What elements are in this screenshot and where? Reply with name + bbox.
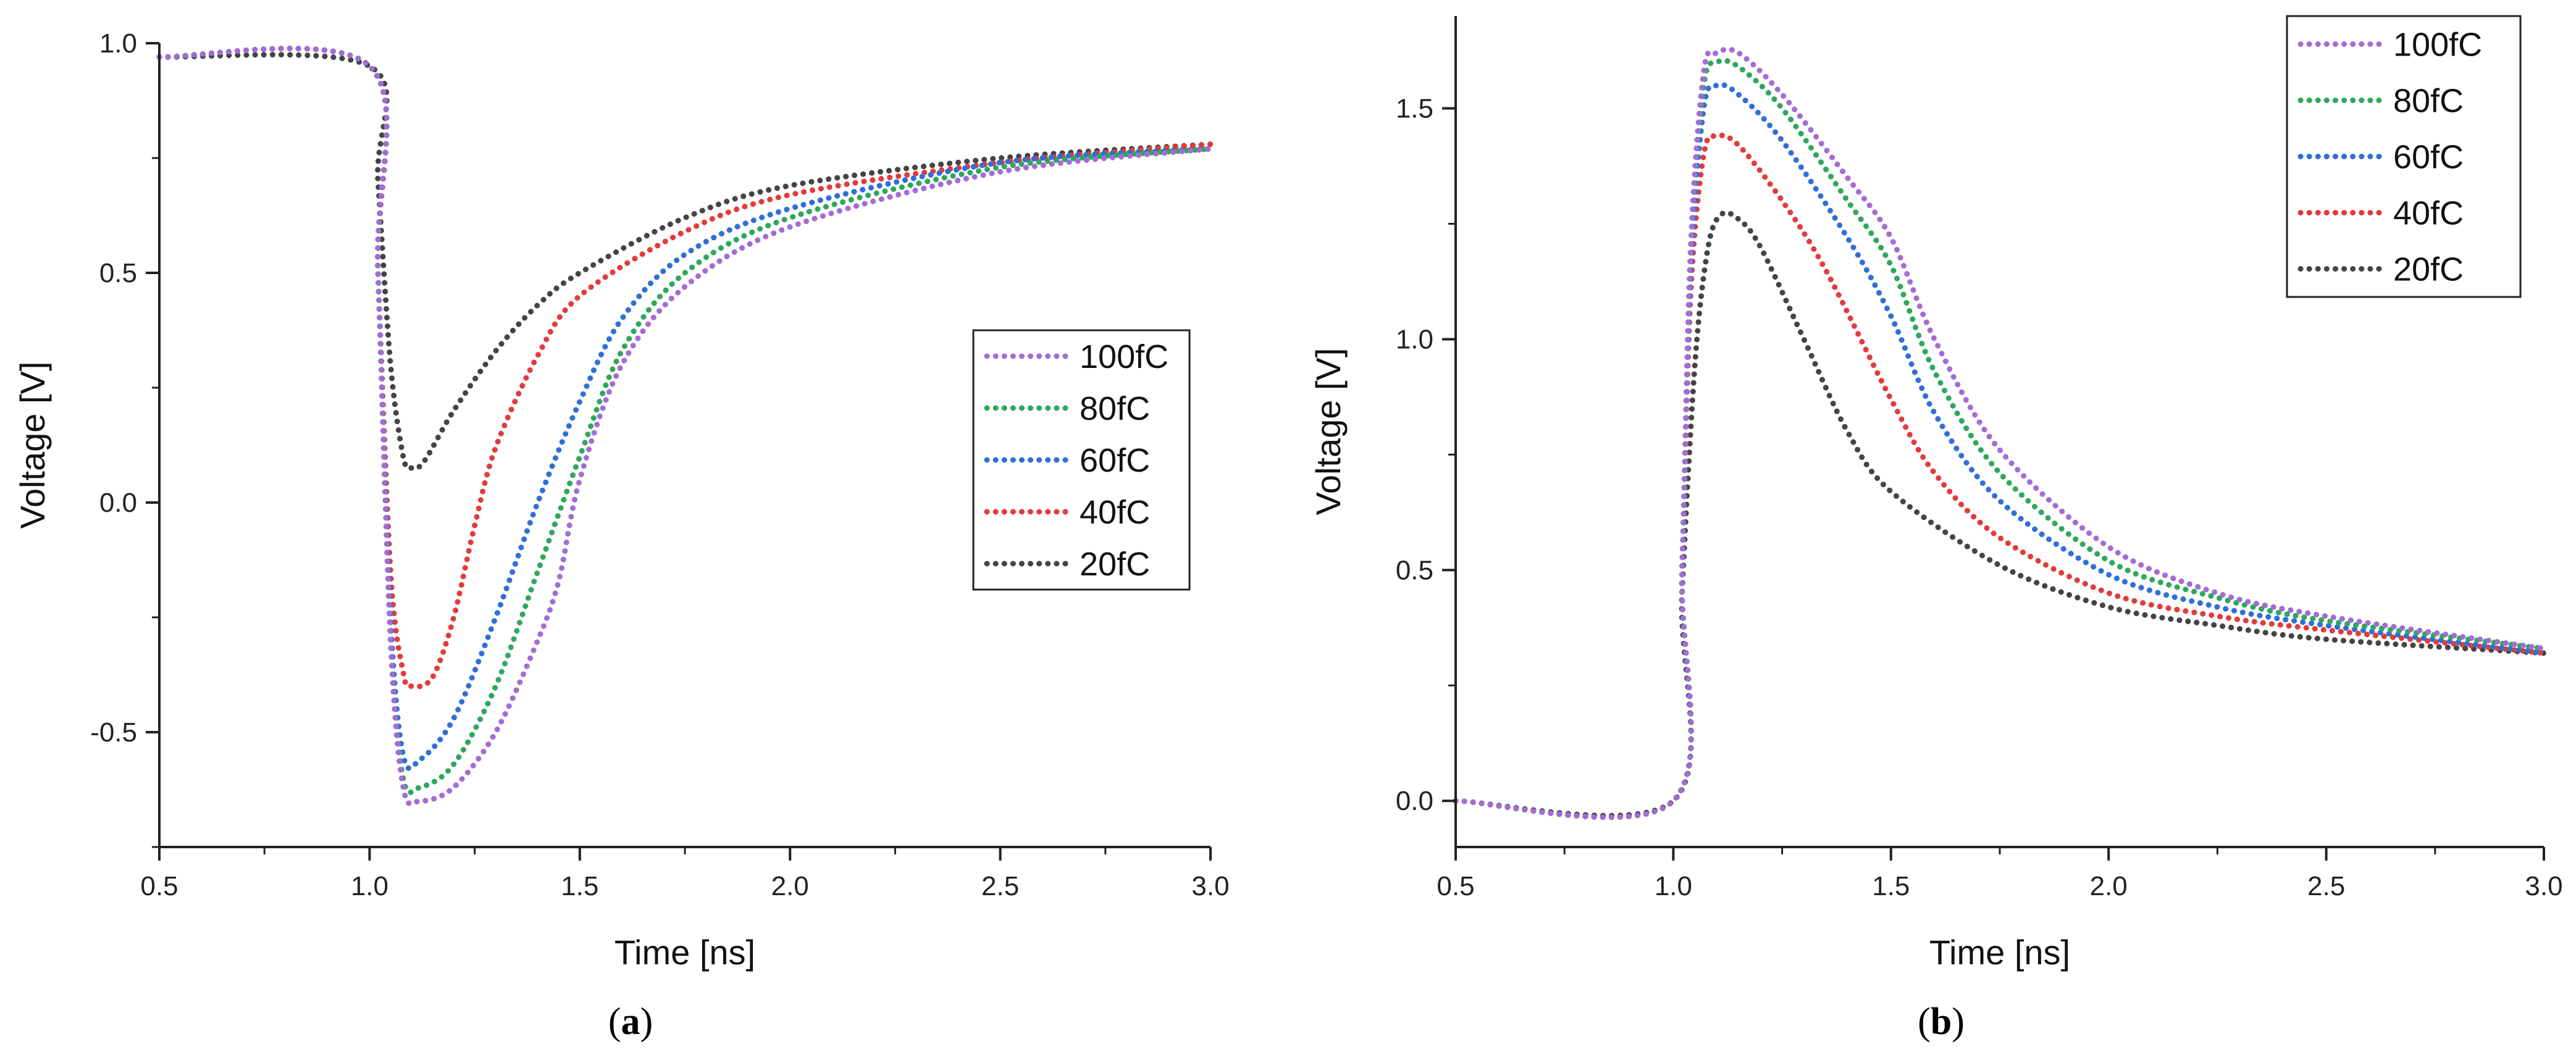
x-tick-label: 0.5 [140, 871, 178, 901]
y-tick-label: 1.0 [99, 28, 137, 59]
chart-panel-a: 0.5 1.0 1.5 2.0 2.5 3.0 -0.5 0.0 0.5 1.0 Time [ns… [13, 28, 1230, 1043]
series-line-20fC [156, 52, 1214, 472]
svg-text:(a): (a) [608, 1001, 653, 1043]
x-tick-label: 3.0 [2525, 871, 2562, 901]
legend-label-60fC: 60fC [1080, 442, 1150, 479]
panel-label-b: (b) [1918, 1001, 1965, 1043]
legend-label-80fC: 80fC [2393, 83, 2464, 120]
x-tick-label: 2.5 [981, 871, 1019, 901]
x-tick-label: 1.5 [561, 871, 598, 901]
plot-area-b [1453, 46, 2547, 820]
x-tick-label: 2.0 [2090, 871, 2128, 901]
series-line-100fC [156, 45, 1214, 807]
x-axis-title-b: Time [ns] [1929, 933, 2070, 972]
x-tick-label: 1.0 [1655, 871, 1692, 901]
legend-label-100fC: 100fC [2393, 27, 2482, 64]
svg-text:(b): (b) [1918, 1001, 1965, 1043]
x-axis-title-a: Time [ns] [615, 933, 755, 972]
y-tick-label: 0.5 [99, 258, 137, 288]
legend-label-40fC: 40fC [1080, 494, 1150, 531]
y-tick-label: 0.0 [1396, 786, 1433, 816]
x-tick-label: 2.5 [2307, 871, 2345, 901]
y-tick-label: 1.0 [1396, 324, 1433, 354]
y-tick-label: 0.5 [1396, 555, 1433, 585]
x-tick-label: 3.0 [1191, 871, 1229, 901]
y-tick-label: 1.5 [1396, 94, 1433, 124]
y-axis-title-b: Voltage [V] [1309, 348, 1348, 515]
panel-label-b-letter: b [1931, 1001, 1952, 1043]
panel-label-a-letter: a [621, 1001, 640, 1043]
series-line-20fC [1453, 209, 2547, 819]
y-axis-title-a: Voltage [V] [13, 362, 52, 529]
panel-label-a: (a) [608, 1001, 653, 1043]
x-tick-label: 2.0 [771, 871, 809, 901]
legend-label-60fC: 60fC [2393, 139, 2464, 176]
axis-ticks-b: 0.5 1.0 1.5 2.0 2.5 3.0 0.0 0.5 1.0 1.5 [1396, 94, 2563, 901]
axis-ticks-a: 0.5 1.0 1.5 2.0 2.5 3.0 -0.5 0.0 0.5 1.0 [90, 28, 1229, 901]
x-tick-label: 1.0 [351, 871, 388, 901]
legend-box [972, 329, 1191, 591]
plot-area-a [156, 45, 1214, 807]
legend-label-40fC: 40fC [2393, 195, 2464, 232]
y-tick-label: -0.5 [90, 717, 137, 748]
legend-a: 100fC 80fC 60fC 40fC 20fC [972, 329, 1191, 591]
series-line-60fC [1453, 81, 2547, 820]
x-tick-label: 0.5 [1437, 871, 1474, 901]
legend-label-20fC: 20fC [1080, 546, 1150, 583]
legend-label-20fC: 20fC [2393, 251, 2464, 288]
legend-label-100fC: 100fC [1080, 338, 1168, 375]
series-line-100fC [1453, 46, 2547, 820]
legend-b: 100fC 80fC 60fC 40fC 20fC [2286, 15, 2522, 298]
x-tick-label: 1.5 [1872, 871, 1910, 901]
y-tick-label: 0.0 [99, 488, 137, 518]
chart-panel-b: 0.5 1.0 1.5 2.0 2.5 3.0 0.0 0.5 1.0 1.5 Time [ns]… [1309, 15, 2563, 1043]
legend-label-80fC: 80fC [1080, 390, 1150, 427]
series-line-80fC [1453, 57, 2547, 820]
